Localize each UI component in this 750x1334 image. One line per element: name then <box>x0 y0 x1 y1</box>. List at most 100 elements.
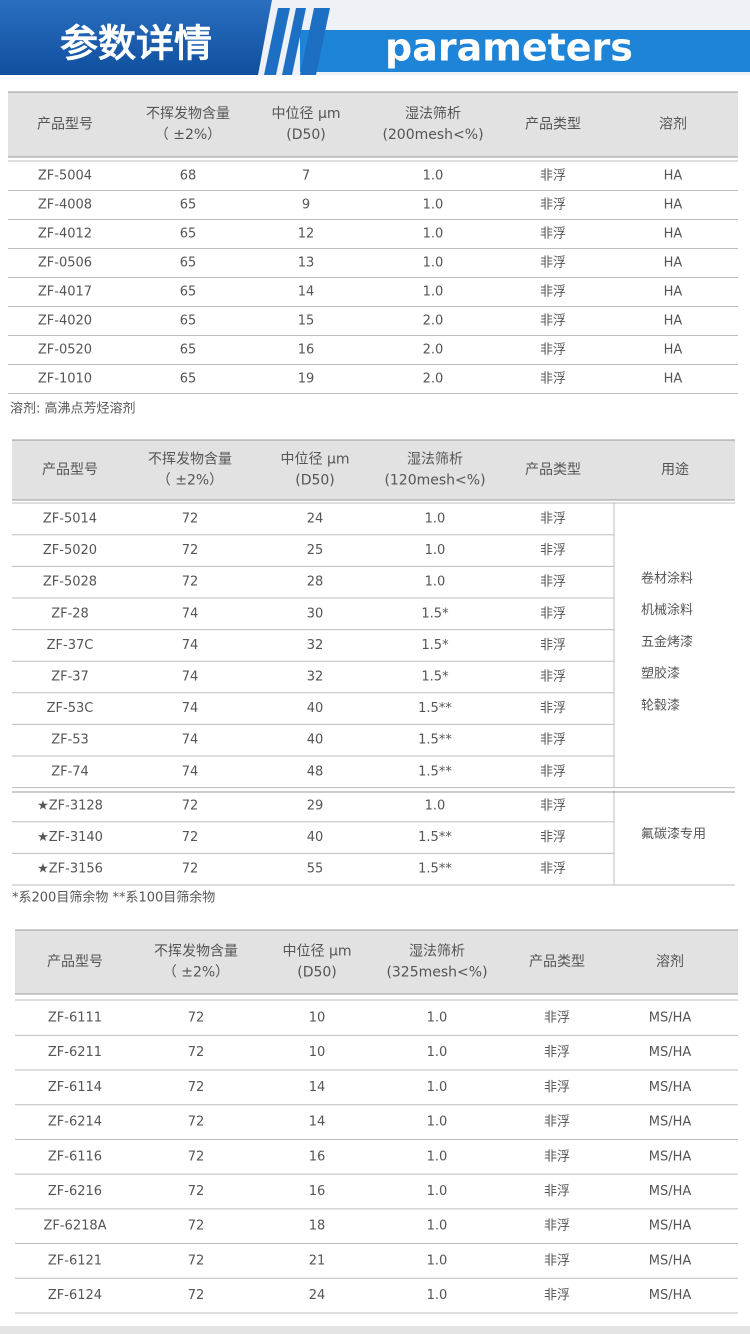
header-cell: 产品型号 <box>37 117 93 133</box>
note: *系200目筛余物 **系100目筛余物 <box>12 890 215 906</box>
cell: MS/HA <box>649 1219 692 1234</box>
cell: 7 <box>302 169 310 184</box>
cell: 1.0 <box>427 1288 448 1303</box>
banner-subtitle: parameters <box>385 26 633 70</box>
cell: ZF-1010 <box>38 372 92 387</box>
cell: 72 <box>188 1184 205 1199</box>
cell: ZF-6124 <box>48 1288 102 1303</box>
header-cell: 产品类型 <box>525 462 581 478</box>
cell: 非浮 <box>540 638 566 653</box>
cell: 65 <box>180 227 197 242</box>
cell: 非浮 <box>540 799 566 814</box>
header-cell: 产品类型 <box>529 954 585 970</box>
cell: 非浮 <box>540 830 566 845</box>
cell: 1.5* <box>421 606 449 621</box>
header-cell: 溶剂 <box>656 954 684 970</box>
cell: 30 <box>307 606 324 621</box>
cell: 非浮 <box>540 606 566 621</box>
cell: 72 <box>188 1149 205 1164</box>
cell: 非浮 <box>540 285 566 300</box>
header-cell: (D50) <box>295 473 335 489</box>
cell: 72 <box>182 799 199 814</box>
cell: 16 <box>298 343 315 358</box>
cell: ZF-53C <box>47 701 94 716</box>
cell: 1.5** <box>418 701 452 716</box>
cell: MS/HA <box>649 1149 692 1164</box>
cell: HA <box>664 372 683 387</box>
cell: 55 <box>307 862 324 877</box>
cell: 1.0 <box>427 1219 448 1234</box>
cell: 非浮 <box>540 256 566 271</box>
cell: 9 <box>302 198 310 213</box>
cell: 72 <box>188 1219 205 1234</box>
header-cell: （ ±2%） <box>155 127 221 143</box>
cell: 72 <box>182 543 199 558</box>
header-cell: 产品型号 <box>47 954 103 970</box>
header-cell: 不挥发物含量 <box>154 944 238 960</box>
cell: 40 <box>307 733 324 748</box>
cell: ZF-4012 <box>38 227 92 242</box>
cell: 1.0 <box>427 1115 448 1130</box>
header-cell: 产品型号 <box>42 462 98 478</box>
cell: ZF-6211 <box>48 1045 102 1060</box>
header-cell: 溶剂 <box>659 117 687 133</box>
header-cell: 湿法筛析 <box>405 106 461 122</box>
usage: 五金烤漆 <box>641 634 693 650</box>
cell: 74 <box>182 638 199 653</box>
cell: 2.0 <box>423 372 444 387</box>
cell: 72 <box>188 1253 205 1268</box>
cell: 32 <box>307 638 324 653</box>
cell: 非浮 <box>540 764 566 779</box>
cell: 74 <box>182 733 199 748</box>
usage: 氟碳漆专用 <box>641 826 706 842</box>
cell: 21 <box>309 1253 326 1268</box>
cell: 16 <box>309 1149 326 1164</box>
cell: 非浮 <box>540 343 566 358</box>
cell: ZF-37 <box>51 670 89 685</box>
cell: ZF-5028 <box>43 575 97 590</box>
cell: 48 <box>307 764 324 779</box>
cell: ★ZF-3156 <box>37 862 103 877</box>
cell: ZF-6214 <box>48 1115 102 1130</box>
cell: 72 <box>182 575 199 590</box>
cell: 非浮 <box>540 543 566 558</box>
cell: ZF-4017 <box>38 285 92 300</box>
cell: 24 <box>307 512 324 527</box>
header-cell: (D50) <box>297 965 337 981</box>
cell: 72 <box>188 1115 205 1130</box>
cell: 1.0 <box>423 169 444 184</box>
cell: 1.0 <box>425 799 446 814</box>
cell: ZF-4020 <box>38 314 92 329</box>
cell: 1.0 <box>425 543 446 558</box>
cell: 12 <box>298 227 315 242</box>
header-bg <box>8 92 738 157</box>
cell: 1.5** <box>418 830 452 845</box>
cell: ZF-6218A <box>43 1219 106 1234</box>
cell: 1.5** <box>418 764 452 779</box>
cell: 13 <box>298 256 315 271</box>
banner-block <box>0 0 272 75</box>
cell: 15 <box>298 314 315 329</box>
cell: 10 <box>309 1011 326 1026</box>
cell: ZF-53 <box>51 733 89 748</box>
cell: 1.0 <box>423 256 444 271</box>
cell: 65 <box>180 256 197 271</box>
cell: 24 <box>309 1288 326 1303</box>
cell: 16 <box>309 1184 326 1199</box>
cell: 非浮 <box>544 1011 570 1026</box>
cell: 1.5* <box>421 638 449 653</box>
cell: 非浮 <box>540 227 566 242</box>
cell: 25 <box>307 543 324 558</box>
header-cell: 产品类型 <box>525 117 581 133</box>
cell: 72 <box>188 1080 205 1095</box>
cell: ★ZF-3140 <box>37 830 103 845</box>
cell: 非浮 <box>540 862 566 877</box>
stripe <box>282 8 306 75</box>
cell: 72 <box>188 1011 205 1026</box>
cell: ZF-5014 <box>43 512 97 527</box>
cell: 非浮 <box>540 670 566 685</box>
cell: 2.0 <box>423 343 444 358</box>
cell: 14 <box>298 285 315 300</box>
cell: 32 <box>307 670 324 685</box>
